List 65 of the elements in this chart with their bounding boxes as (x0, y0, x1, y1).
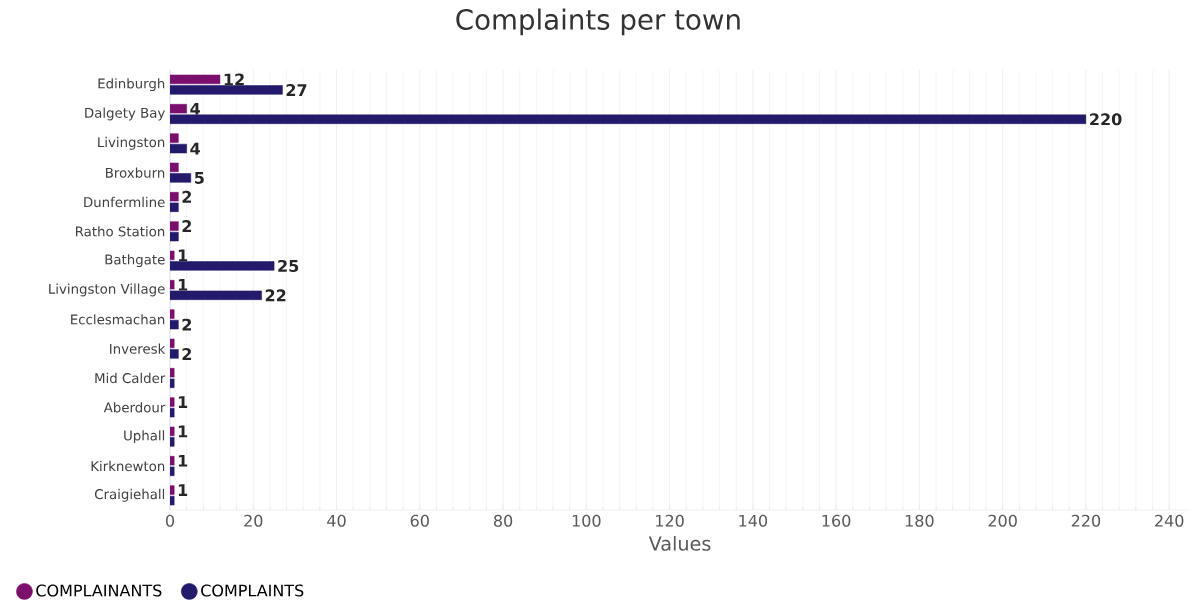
data-label: 2 (182, 190, 192, 203)
x-tick-label: 220 (1071, 514, 1101, 527)
x-tick-label: 180 (905, 514, 934, 527)
legend-label: COMPLAINTS (201, 584, 304, 597)
data-label: 1 (178, 249, 188, 262)
y-tick-label: Aberdour (103, 402, 166, 413)
x-axis-title: Values (648, 536, 711, 551)
x-tick-label: 240 (1155, 514, 1184, 527)
data-label: 220 (1090, 113, 1122, 126)
y-tick-label: Dalgety Bay (85, 107, 165, 121)
data-label: 1 (178, 279, 188, 291)
bar (170, 320, 179, 330)
x-tick-label: 200 (988, 514, 1017, 527)
bar (170, 290, 262, 301)
y-tick-label: Livingston (98, 137, 165, 150)
x-tick-label: 60 (410, 514, 429, 527)
bar (170, 173, 192, 183)
bar (170, 496, 175, 506)
x-tick-label: 120 (656, 514, 684, 527)
y-tick-label: Uphall (124, 430, 165, 444)
bar (170, 232, 179, 242)
data-label: 4 (190, 103, 200, 115)
y-tick-label: Livingston Village (49, 283, 165, 297)
y-tick-label: Kirknewton (91, 460, 165, 472)
bar (170, 466, 175, 477)
y-tick-label: Broxburn (106, 167, 165, 178)
bar (170, 261, 275, 271)
bar (170, 349, 179, 359)
x-tick-label: 40 (327, 514, 346, 527)
y-tick-label: Bathgate (105, 254, 165, 268)
data-label: 1 (178, 455, 188, 467)
data-label: 5 (194, 172, 204, 185)
y-tick-label: Craigiehall (94, 489, 165, 502)
bar (170, 437, 175, 447)
y-tick-label: Ratho Station (76, 226, 165, 237)
y-tick-label: Mid Calder (95, 373, 166, 384)
bar (170, 378, 175, 389)
x-tick-label: 80 (493, 514, 513, 527)
y-tick-label: Edinburgh (98, 78, 165, 92)
data-label: 25 (278, 260, 299, 273)
legend-label: COMPLAINANTS (36, 584, 162, 597)
x-tick-label: 160 (822, 514, 851, 527)
data-label: 1 (178, 396, 188, 409)
y-tick-label: Dunfermline (84, 197, 165, 208)
bar (170, 114, 1087, 125)
data-label: 12 (224, 73, 244, 86)
data-label: 2 (182, 220, 192, 233)
data-label: 4 (190, 142, 200, 155)
bar (170, 85, 283, 95)
x-tick-label: 0 (165, 514, 175, 527)
y-tick-label: Inveresk (110, 343, 166, 354)
x-tick-label: 140 (739, 514, 768, 527)
x-tick-label: 20 (244, 514, 263, 527)
bar (170, 408, 175, 418)
data-label: 27 (286, 84, 307, 97)
data-label: 1 (178, 425, 188, 438)
data-label: 2 (182, 318, 192, 331)
bar (170, 144, 187, 154)
y-tick-label: Ecclesmachan (71, 314, 165, 325)
chart-title: Complaints per town (456, 8, 740, 36)
x-tick-label: 100 (572, 514, 601, 527)
data-label: 22 (265, 289, 286, 302)
data-label: 2 (182, 348, 192, 361)
data-label: 1 (178, 484, 188, 497)
bar (170, 202, 179, 213)
